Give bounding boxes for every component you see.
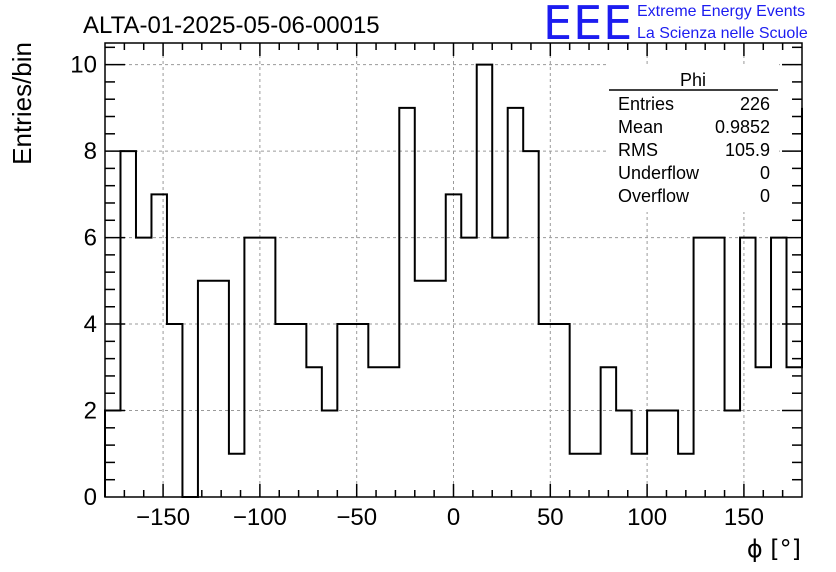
- y-tick-label: 8: [84, 138, 97, 165]
- y-tick-label: 2: [84, 398, 97, 425]
- y-tick-labels: 0 2 4 6 8 10: [70, 52, 97, 511]
- stats-row-value: 0.9852: [715, 117, 770, 137]
- x-tick-label: 0: [447, 504, 460, 531]
- stats-row-label: Entries: [618, 94, 674, 114]
- histogram-series: [104, 63, 803, 498]
- stats-row-value: 226: [740, 94, 770, 114]
- stats-box-title: Phi: [680, 70, 706, 90]
- x-tick-label: −150: [136, 504, 190, 531]
- stats-box: Phi Entries 226 Mean 0.9852 RMS 105.9 Underflo…: [609, 64, 779, 212]
- stats-row-value: 105.9: [725, 140, 770, 160]
- y-tick-label: 4: [84, 311, 97, 338]
- stats-row-label: Mean: [618, 117, 663, 137]
- x-tick-labels: −150 −100 −50 0 50 100 150: [136, 504, 764, 531]
- logo-subtitle-line2: La Scienza nelle Scuole: [637, 25, 808, 42]
- axis-ticks: [105, 43, 802, 497]
- y-tick-label: 6: [84, 225, 97, 252]
- x-tick-label: 100: [627, 504, 667, 531]
- chart-title: ALTA-01-2025-05-06-00015: [83, 12, 380, 39]
- stats-row-value: 0: [760, 186, 770, 206]
- x-tick-label: −100: [233, 504, 287, 531]
- logo-subtitle-line1: Extreme Energy Events: [637, 3, 806, 20]
- x-tick-label: −50: [336, 504, 377, 531]
- x-tick-label: 150: [724, 504, 764, 531]
- eee-logo-mark: EEE: [543, 0, 634, 50]
- y-tick-label: 10: [70, 52, 97, 79]
- stats-row-label: Underflow: [618, 163, 700, 183]
- grid-lines: [105, 43, 802, 497]
- x-axis-label: ϕ [°]: [747, 535, 801, 563]
- stats-row-value: 0: [760, 163, 770, 183]
- y-tick-label: 0: [84, 484, 97, 511]
- x-tick-label: 50: [537, 504, 564, 531]
- stats-row-label: Overflow: [618, 186, 690, 206]
- y-axis-label: Entries/bin: [7, 42, 37, 165]
- stats-row-label: RMS: [618, 140, 658, 160]
